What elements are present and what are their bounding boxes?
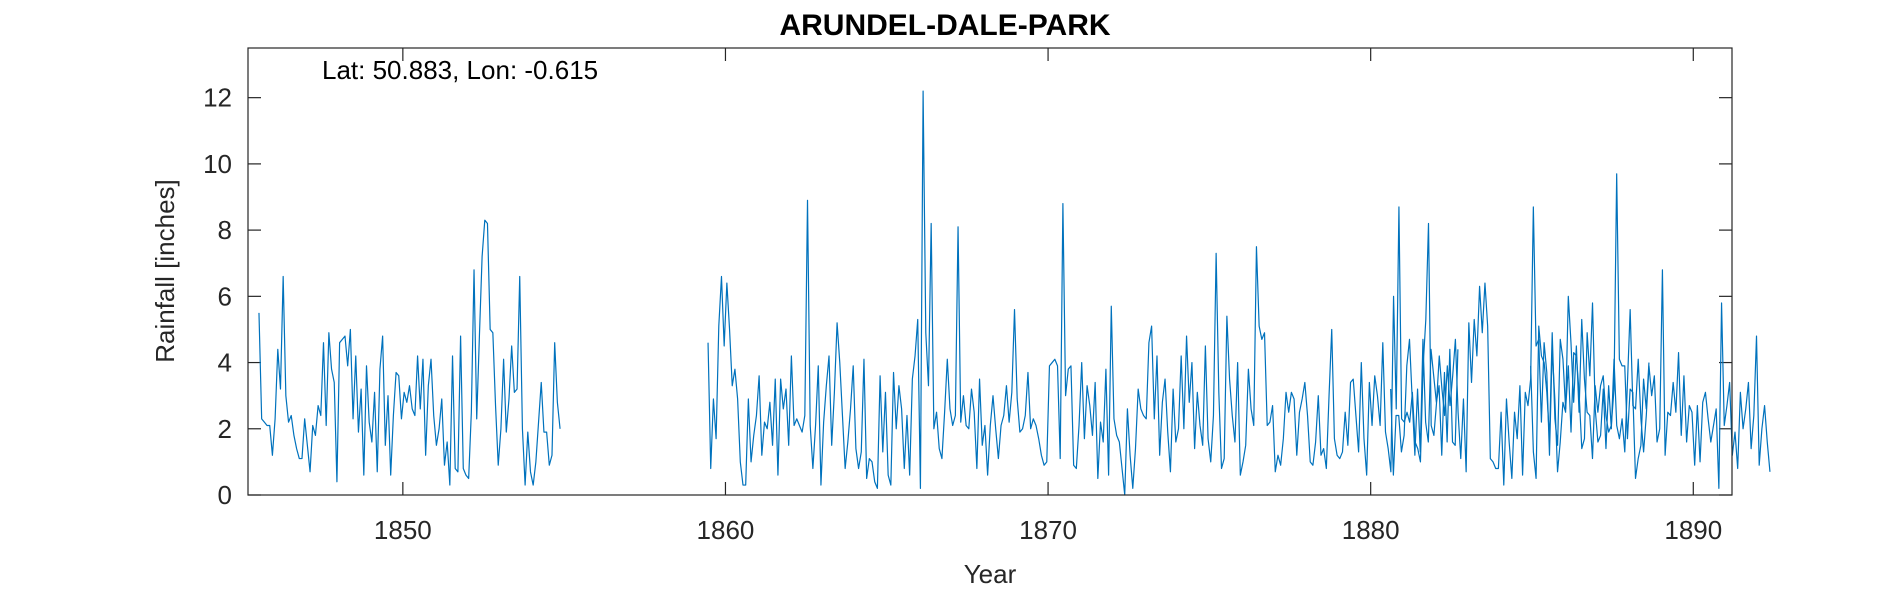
x-tick-label: 1870	[1019, 515, 1077, 545]
y-tick-label: 4	[218, 348, 232, 378]
x-tick-label: 1850	[374, 515, 432, 545]
rainfall-series-line	[258, 219, 561, 486]
y-tick-label: 10	[203, 149, 232, 179]
x-tick-label: 1860	[697, 515, 755, 545]
chart-title: ARUNDEL-DALE-PARK	[779, 9, 1110, 42]
rainfall-series-line	[1530, 269, 1771, 489]
plot-area	[258, 90, 1771, 496]
location-annotation: Lat: 50.883, Lon: -0.615	[322, 55, 598, 85]
rainfall-series-line	[707, 90, 1650, 496]
axes-box	[247, 47, 1733, 496]
y-axis-label: Rainfall [inches]	[150, 179, 180, 363]
y-tick-label: 0	[218, 480, 232, 510]
x-axis: 1850 1860 1870 1880 1890	[374, 48, 1722, 545]
y-tick-label: 12	[203, 83, 232, 113]
y-tick-label: 6	[218, 281, 232, 311]
x-tick-label: 1890	[1664, 515, 1722, 545]
x-axis-label: Year	[964, 559, 1017, 589]
y-tick-label: 8	[218, 215, 232, 245]
x-tick-label: 1880	[1342, 515, 1400, 545]
y-tick-label: 2	[218, 414, 232, 444]
y-axis: 0 2 4 6 8 10 12	[203, 83, 1732, 510]
rainfall-series-line	[1390, 338, 1459, 476]
